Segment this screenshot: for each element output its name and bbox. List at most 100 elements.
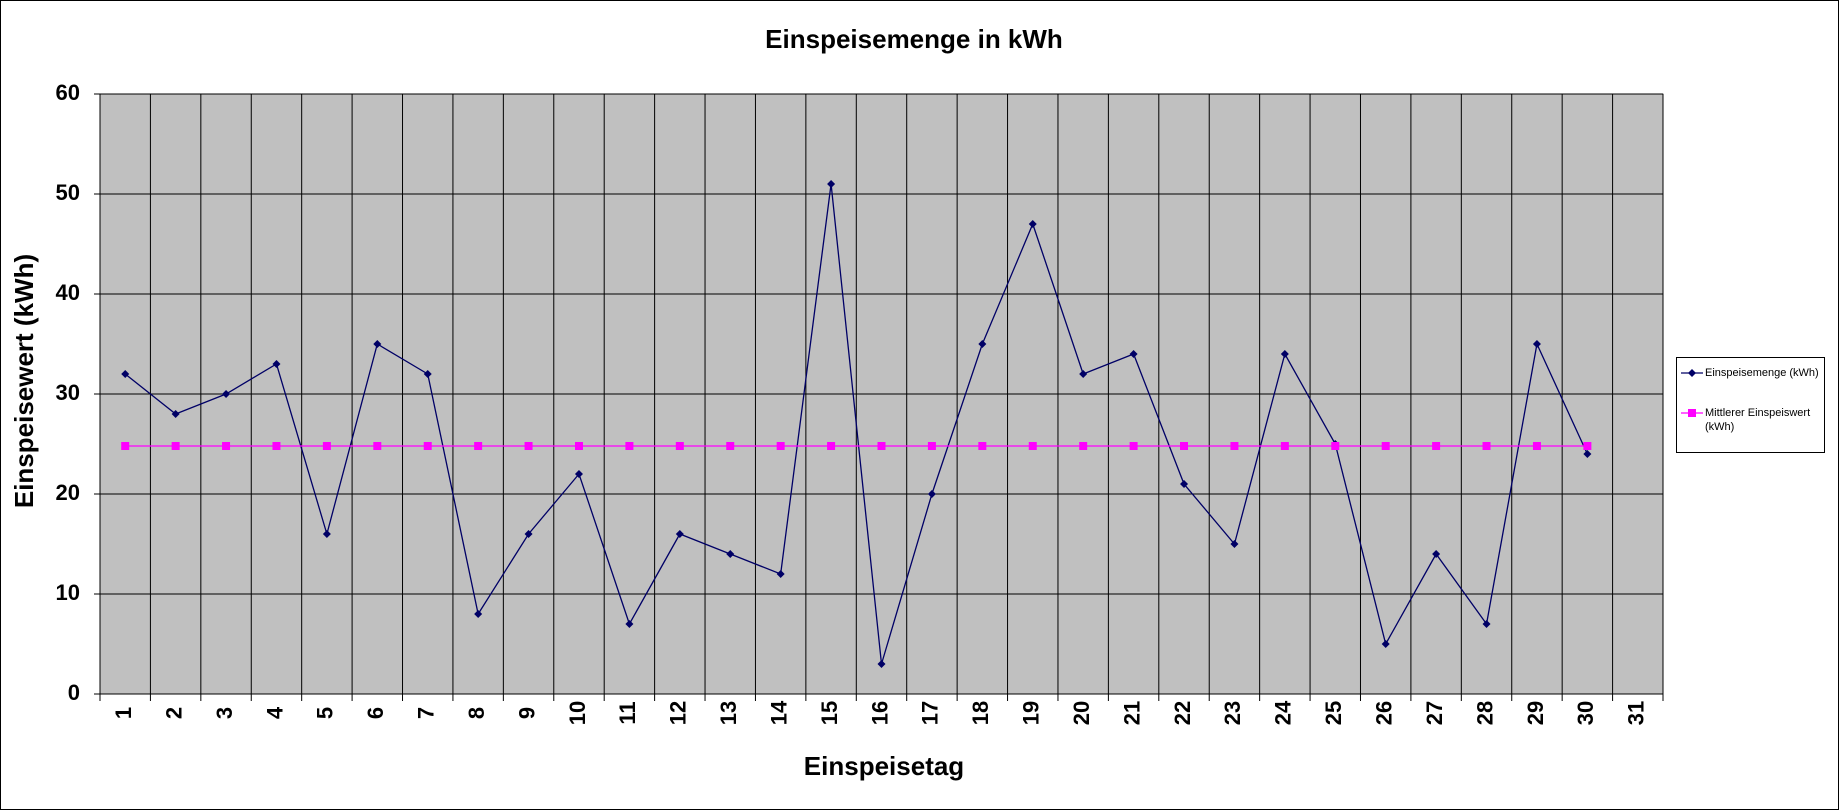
data-point (322, 442, 331, 450)
data-point (877, 442, 886, 450)
x-tick-label: 2 (161, 707, 186, 719)
x-tick-label: 19 (1019, 701, 1044, 725)
data-point (1028, 442, 1037, 450)
x-tick-label: 31 (1624, 701, 1649, 725)
x-tick-label: 11 (615, 701, 640, 724)
data-point (776, 442, 785, 450)
x-tick-label: 23 (1220, 701, 1245, 725)
data-point (1482, 620, 1491, 628)
data-point (121, 370, 130, 378)
x-tick-label: 18 (968, 701, 993, 725)
data-point (1583, 442, 1592, 450)
data-point (1280, 350, 1289, 358)
data-point (373, 442, 382, 450)
data-point (474, 610, 483, 618)
x-tick-label: 1 (111, 707, 136, 719)
x-tick-label: 29 (1523, 701, 1548, 725)
legend-marker (1688, 409, 1696, 417)
data-point (978, 340, 987, 348)
x-tick-label: 6 (363, 707, 388, 719)
x-tick-label: 28 (1472, 701, 1497, 725)
data-point (1532, 340, 1541, 348)
x-tick-label: 16 (867, 701, 892, 725)
data-point (1482, 442, 1491, 450)
data-point (1230, 442, 1239, 450)
x-tick-label: 26 (1372, 701, 1397, 725)
data-point (675, 442, 684, 450)
legend-item: Mittlerer Einspeiswert (kWh) (1681, 406, 1824, 434)
data-point (1280, 442, 1289, 450)
data-point (1129, 442, 1138, 450)
y-axis-title: Einspeisewert (kWh) (9, 254, 39, 508)
legend: Einspeisemenge (kWh) Mittlerer Einspeiswe… (1676, 357, 1825, 453)
data-point (423, 442, 432, 450)
x-tick-label: 5 (313, 707, 338, 719)
data-point (1180, 442, 1189, 450)
data-point (1432, 550, 1441, 558)
data-point (1079, 370, 1088, 378)
y-tick-label: 50 (56, 180, 80, 205)
x-tick-label: 14 (766, 700, 791, 725)
data-point (1331, 442, 1340, 450)
x-tick-label: 7 (414, 707, 439, 719)
data-point (222, 390, 231, 398)
legend-item: Einspeisemenge (kWh) (1681, 366, 1824, 380)
data-point (524, 442, 533, 450)
y-tick-label: 60 (56, 80, 80, 105)
data-point (474, 442, 483, 450)
data-point (978, 442, 987, 450)
x-tick-label: 20 (1069, 701, 1094, 725)
data-point (625, 442, 634, 450)
data-point (322, 530, 331, 538)
x-tick-label: 3 (212, 707, 237, 719)
legend-label: Mittlerer Einspeiswert (kWh) (1705, 407, 1811, 433)
data-point (1079, 442, 1088, 450)
x-tick-label: 21 (1119, 701, 1144, 725)
data-point (625, 620, 634, 628)
x-tick-label: 13 (716, 701, 741, 725)
x-tick-label: 10 (565, 701, 590, 725)
x-tick-label: 30 (1573, 701, 1598, 725)
x-tick-label: 24 (1271, 700, 1296, 725)
x-tick-label: 17 (918, 701, 943, 725)
data-point (827, 442, 836, 450)
data-point (726, 442, 735, 450)
data-point (877, 660, 886, 668)
data-point (1180, 480, 1189, 488)
data-point (222, 442, 231, 450)
series-line (124, 183, 1588, 665)
legend-marker (1688, 369, 1696, 377)
x-tick-label: 12 (666, 701, 691, 725)
y-tick-label: 40 (56, 280, 80, 305)
data-point (272, 442, 281, 450)
data-point (171, 442, 180, 450)
data-point (1432, 442, 1441, 450)
data-point (1583, 450, 1592, 458)
y-tick-label: 10 (56, 580, 80, 605)
data-point (726, 550, 735, 558)
data-point (121, 442, 130, 450)
y-tick-label: 0 (68, 680, 80, 705)
data-point (1230, 540, 1239, 548)
legend-label: Einspeisemenge (kWh) (1705, 367, 1819, 379)
legend-swatch (1681, 369, 1703, 377)
data-point (927, 490, 936, 498)
data-point (524, 530, 533, 538)
data-point (1532, 442, 1541, 450)
x-tick-label: 27 (1422, 701, 1447, 725)
y-tick-label: 30 (56, 380, 80, 405)
data-point (927, 442, 936, 450)
x-tick-label: 4 (262, 706, 287, 719)
y-tick-label: 20 (56, 480, 80, 505)
x-tick-label: 15 (817, 701, 842, 725)
data-point (574, 442, 583, 450)
x-tick-label: 9 (514, 707, 539, 719)
data-point (574, 470, 583, 478)
data-point (423, 370, 432, 378)
x-tick-label: 8 (464, 707, 489, 719)
x-tick-label: 25 (1321, 701, 1346, 725)
data-point (776, 570, 785, 578)
x-tick-label: 22 (1170, 701, 1195, 725)
